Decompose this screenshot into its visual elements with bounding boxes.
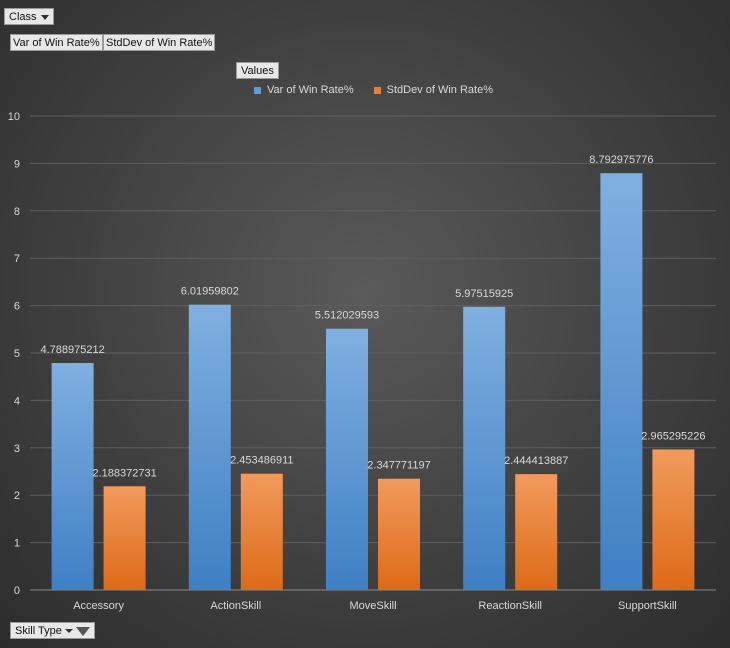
value-field-var[interactable]: Var of Win Rate%	[10, 34, 103, 51]
data-label: 2.965295226	[641, 430, 705, 442]
legend-label-var: Var of Win Rate%	[267, 84, 354, 96]
chart-legend: Var of Win Rate% StdDev of Win Rate%	[254, 84, 493, 96]
values-field-label: Values	[241, 65, 274, 77]
bar	[188, 304, 231, 590]
legend-swatch-stddev	[373, 86, 381, 94]
bar	[463, 306, 506, 590]
value-field-var-label: Var of Win Rate%	[13, 37, 100, 49]
legend-item-var[interactable]: Var of Win Rate%	[254, 84, 354, 96]
data-label: 2.444413887	[504, 455, 568, 467]
data-label: 6.01959802	[181, 286, 239, 298]
chevron-down-icon	[40, 14, 49, 20]
data-label: 8.792975776	[589, 154, 653, 166]
bar	[240, 473, 283, 590]
y-tick-label: 10	[8, 111, 20, 123]
y-tick-label: 4	[14, 395, 20, 407]
data-label: 4.788975212	[40, 344, 104, 356]
bar	[600, 173, 643, 590]
bar	[51, 363, 94, 590]
skill-type-filter-button[interactable]: Skill Type	[10, 622, 95, 639]
bar	[378, 478, 420, 590]
x-tick-label: ActionSkill	[210, 600, 261, 612]
y-tick-label: 8	[14, 206, 20, 218]
y-tick-label: 5	[14, 348, 20, 360]
y-tick-label: 0	[14, 585, 20, 597]
bar	[515, 474, 558, 590]
x-tick-label: SupportSkill	[618, 600, 677, 612]
y-tick-label: 1	[14, 538, 20, 550]
y-tick-label: 7	[14, 253, 20, 265]
data-label: 5.512029593	[315, 310, 379, 322]
data-label: 5.97515925	[455, 288, 513, 300]
class-filter-button[interactable]: Class	[4, 8, 54, 25]
bar	[103, 486, 146, 590]
x-tick-label: MoveSkill	[349, 600, 396, 612]
data-label: 2.453486911	[230, 455, 293, 467]
data-label: 2.188372731	[92, 467, 156, 479]
skill-type-filter-label: Skill Type	[15, 625, 62, 637]
y-tick-label: 9	[14, 158, 20, 170]
x-tick-label: ReactionSkill	[478, 600, 542, 612]
data-label: 2.347771197	[367, 460, 430, 472]
class-filter-label: Class	[9, 11, 37, 23]
y-tick-label: 3	[14, 443, 20, 455]
value-field-stddev[interactable]: StdDev of Win Rate%	[103, 34, 216, 51]
chevron-down-icon	[64, 629, 73, 634]
x-tick-label: Accessory	[73, 600, 124, 612]
y-tick-label: 6	[14, 301, 20, 313]
values-field-button[interactable]: Values	[236, 62, 279, 79]
filter-icon	[75, 626, 90, 636]
value-field-stddev-label: StdDev of Win Rate%	[106, 37, 213, 49]
bar	[326, 328, 368, 590]
legend-label-stddev: StdDev of Win Rate%	[386, 84, 493, 96]
bar	[652, 449, 695, 590]
y-tick-label: 2	[14, 490, 20, 502]
legend-swatch-var	[254, 86, 261, 94]
legend-item-stddev[interactable]: StdDev of Win Rate%	[373, 84, 493, 96]
